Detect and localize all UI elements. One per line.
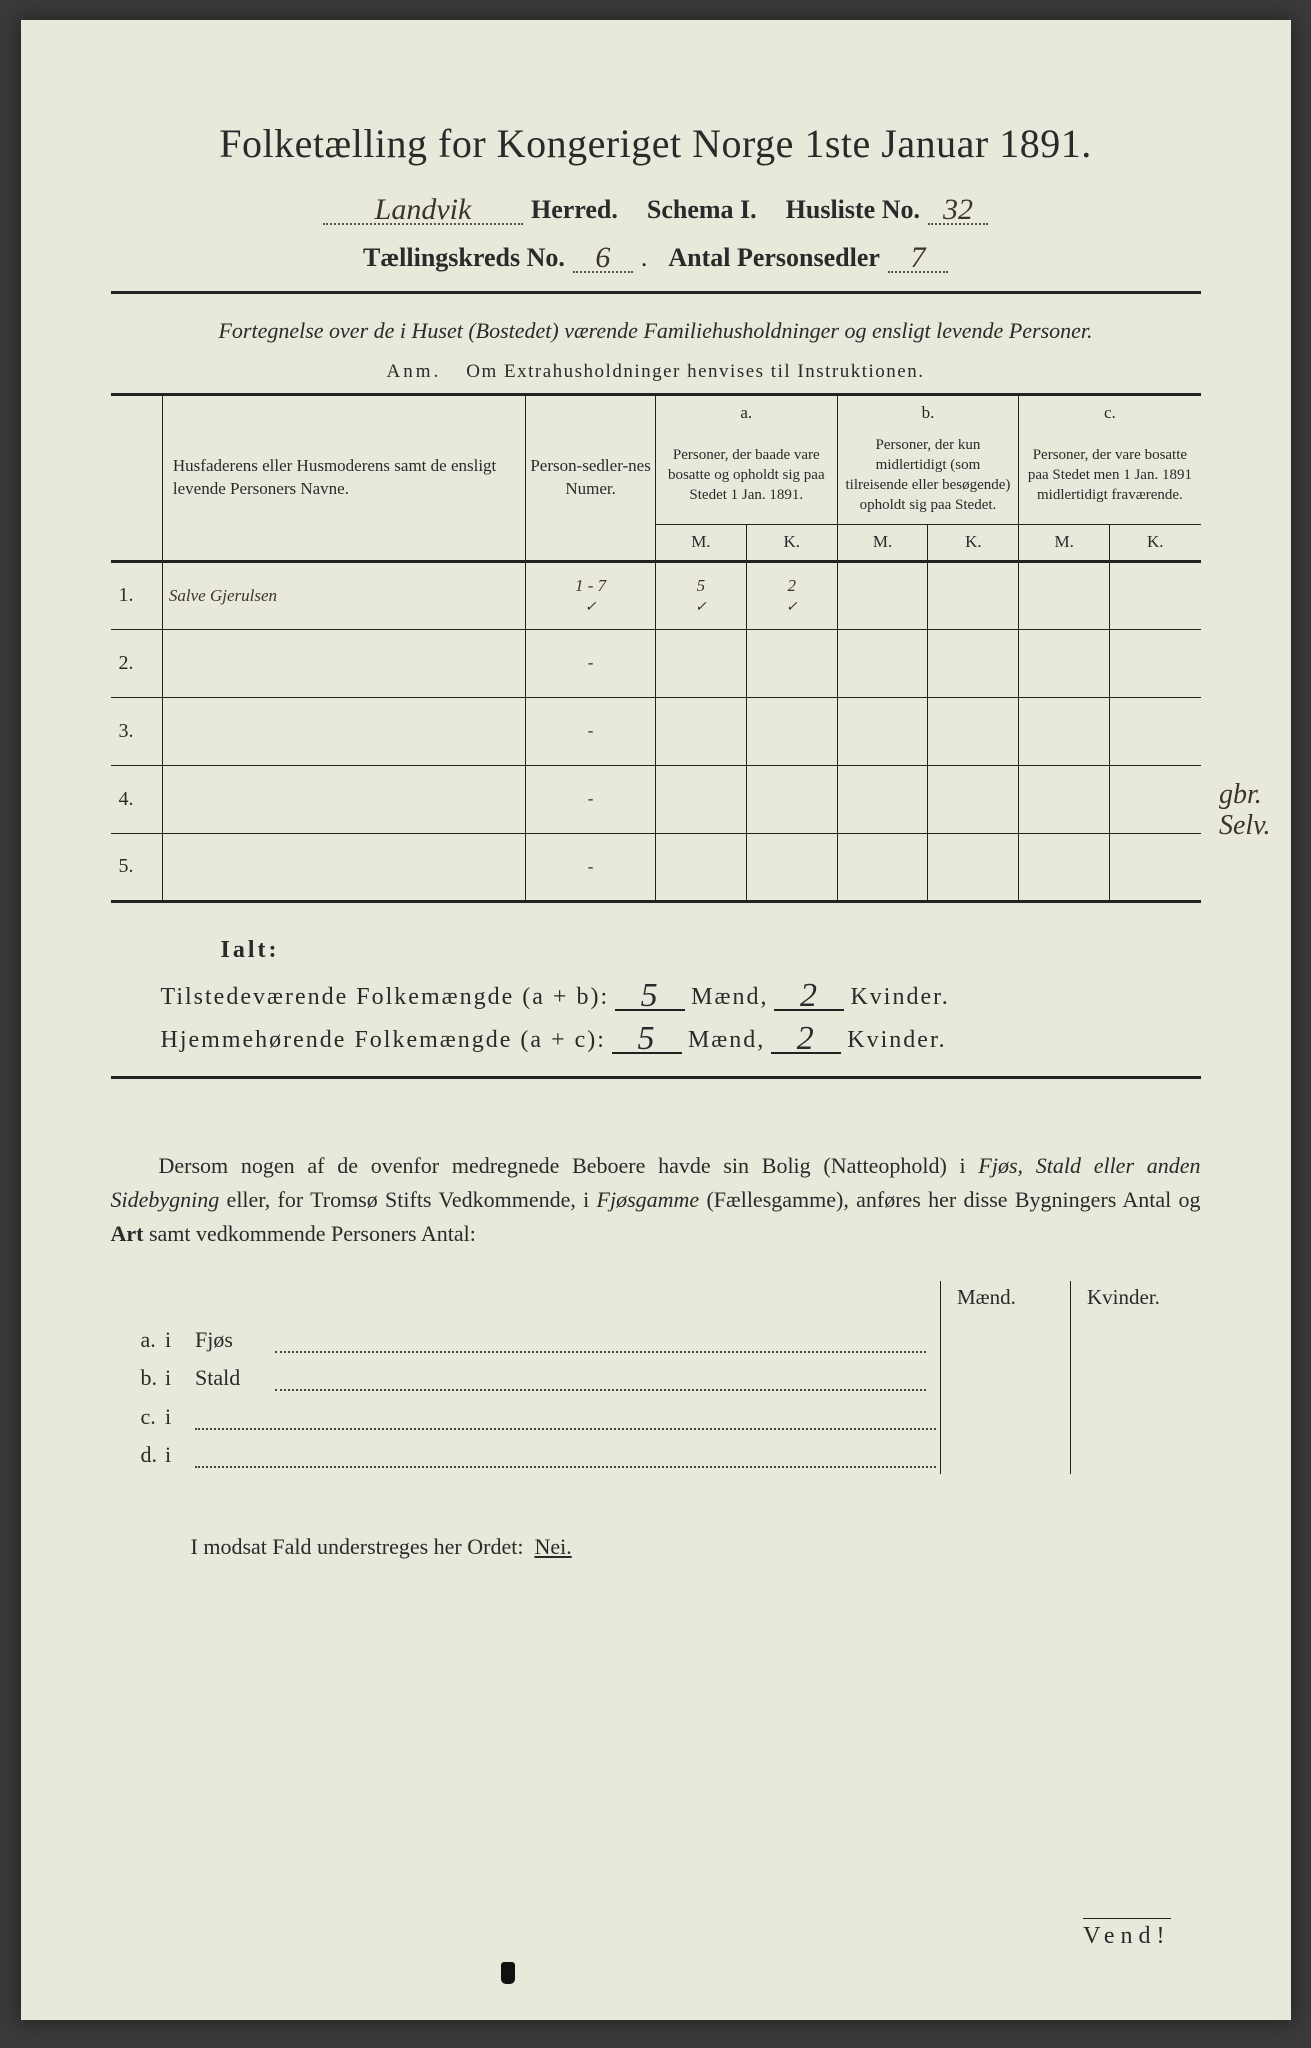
table-header-row: Husfaderens eller Husmoderens samt de en… (111, 394, 1201, 430)
census-form-page: Folketælling for Kongeriget Norge 1ste J… (21, 20, 1291, 2020)
row-num: 5. (111, 833, 163, 901)
row-num: 2. (111, 629, 163, 697)
outbuild-row: d. i (111, 1436, 1201, 1474)
col-c-k: K. (1110, 524, 1201, 561)
sum-present: Tilstedeværende Folkemængde (a + b): 5 M… (161, 982, 1201, 1011)
table-row: 1. Salve Gjerulsen 1 - 7 ✓ 5 ✓ 2 ✓ (111, 561, 1201, 629)
sum-present-k: 2 (774, 982, 844, 1011)
margin-note: gbr. Selv. (1219, 780, 1271, 842)
row-num-val: - (526, 697, 656, 765)
row-name: Salve Gjerulsen (162, 561, 525, 629)
col-b-m: M. (837, 524, 928, 561)
anm-text: Om Extrahusholdninger henvises til Instr… (466, 361, 924, 382)
schema-label: Schema I. (647, 195, 757, 225)
sum-resident-label: Hjemmehørende Folkemængde (a + c): (161, 1027, 606, 1054)
outbuild-header: Mænd. Kvinder. (111, 1281, 1201, 1320)
vend-label: Vend! (1083, 1918, 1170, 1950)
sum-resident-k: 2 (771, 1025, 841, 1054)
col-c: Personer, der vare bosatte paa Stedet me… (1019, 431, 1201, 525)
divider (111, 291, 1201, 294)
row-c-k (1110, 561, 1201, 629)
ialt-label: Ialt: (221, 937, 1201, 964)
husliste-value: 32 (928, 196, 988, 225)
subtitle: Fortegnelse over de i Huset (Bostedet) v… (111, 316, 1201, 347)
col-a-k: K. (746, 524, 837, 561)
kreds-value: 6 (573, 244, 633, 273)
anm-note: Anm. Om Extrahusholdninger henvises til … (111, 361, 1201, 383)
sedler-value: 7 (888, 244, 948, 273)
row-b-k (928, 561, 1019, 629)
header-line-2: Tællingskreds No. 6 . Antal Personsedler… (111, 243, 1201, 273)
table-row: 5. - (111, 833, 1201, 901)
outbuild-row: a. i Fjøs (111, 1320, 1201, 1358)
outbuilding-table: Mænd. Kvinder. a. i Fjøs b. i Stald c. i… (111, 1281, 1201, 1474)
page-title: Folketælling for Kongeriget Norge 1ste J… (111, 120, 1201, 167)
herred-label: Herred. (531, 195, 618, 225)
herred-value: Landvik (323, 196, 523, 225)
outbuild-kvinder: Kvinder. (1071, 1281, 1201, 1320)
household-table: Husfaderens eller Husmoderens samt de en… (111, 393, 1201, 903)
col-a-m: M. (655, 524, 746, 561)
row-a-k: 2 ✓ (746, 561, 837, 629)
table-row: 2. - (111, 629, 1201, 697)
header-line-1: Landvik Herred. Schema I. Husliste No. 3… (111, 195, 1201, 225)
husliste-label: Husliste No. (786, 195, 920, 225)
col-b: Personer, der kun midlertidigt (som tilr… (837, 431, 1019, 525)
nei-word: Nei. (534, 1534, 571, 1559)
sum-resident-m: 5 (612, 1025, 682, 1054)
col-c-m: M. (1019, 524, 1110, 561)
sum-present-label: Tilstedeværende Folkemængde (a + b): (161, 984, 610, 1011)
table-row: 3. - (111, 697, 1201, 765)
row-num-val: - (526, 765, 656, 833)
anm-prefix: Anm. (387, 361, 442, 382)
col-b-top: b. (837, 394, 1019, 430)
sedler-label: Antal Personsedler (668, 243, 880, 273)
row-num-val: - (526, 833, 656, 901)
row-name (162, 833, 525, 901)
row-num: 1. (111, 561, 163, 629)
outbuilding-paragraph: Dersom nogen af de ovenfor medregnede Be… (111, 1149, 1201, 1251)
row-b-m (837, 561, 928, 629)
outbuild-row: b. i Stald (111, 1359, 1201, 1397)
row-num: 4. (111, 765, 163, 833)
col-name: Husfaderens eller Husmoderens samt de en… (162, 394, 525, 561)
table-row: 4. - (111, 765, 1201, 833)
ink-blob (501, 1962, 515, 1984)
sum-resident: Hjemmehørende Folkemængde (a + c): 5 Mæn… (161, 1025, 1201, 1054)
row-num-val: 1 - 7 ✓ (526, 561, 656, 629)
row-name (162, 629, 525, 697)
col-a-top: a. (655, 394, 837, 430)
outbuild-maend: Mænd. (941, 1281, 1071, 1320)
kreds-label: Tællingskreds No. (363, 243, 565, 273)
col-num: Person-sedler-nes Numer. (526, 394, 656, 561)
row-c-m (1019, 561, 1110, 629)
col-c-top: c. (1019, 394, 1201, 430)
row-name (162, 765, 525, 833)
row-num-val: - (526, 629, 656, 697)
sum-present-m: 5 (615, 982, 685, 1011)
row-num: 3. (111, 697, 163, 765)
col-a: Personer, der baade vare bosatte og opho… (655, 431, 837, 525)
outbuild-row: c. i (111, 1397, 1201, 1435)
row-name (162, 697, 525, 765)
row-a-m: 5 ✓ (655, 561, 746, 629)
nei-line: I modsat Fald understreges her Ordet: Ne… (191, 1534, 1201, 1560)
divider (111, 1076, 1201, 1079)
col-b-k: K. (928, 524, 1019, 561)
